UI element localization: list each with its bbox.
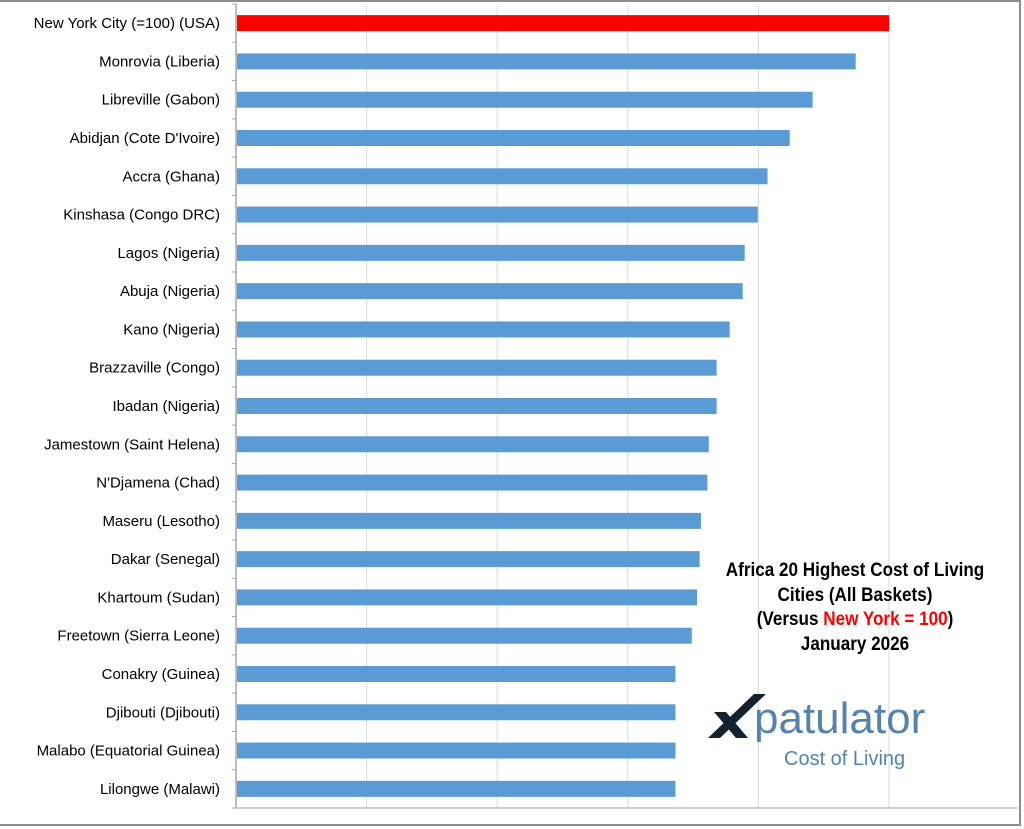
category-label: Ibadan (Nigeria) <box>112 398 220 415</box>
bar-10 <box>237 398 717 414</box>
category-label: Freetown (Sierra Leone) <box>57 628 220 645</box>
logo-word: patulator <box>754 694 926 743</box>
bar-9 <box>237 359 717 376</box>
category-label: N'Djamena (Chad) <box>96 475 220 492</box>
bar-14 <box>237 551 700 568</box>
bar-3 <box>237 130 790 146</box>
category-label: Khartoum (Sudan) <box>97 589 220 606</box>
category-label: Jamestown (Saint Helena) <box>44 436 220 453</box>
category-label: Dakar (Senegal) <box>111 551 220 568</box>
bar-12 <box>237 474 708 491</box>
category-label: Libreville (Gabon) <box>102 92 220 109</box>
title-line-3: (Versus New York = 100) <box>756 609 954 630</box>
category-label: Kinshasa (Congo DRC) <box>63 207 220 224</box>
bar-20 <box>237 780 676 797</box>
x-logo-icon <box>708 694 766 738</box>
bar-7 <box>237 283 743 300</box>
bar-4 <box>237 168 768 185</box>
bar-11 <box>237 436 709 453</box>
bar-15 <box>237 589 698 606</box>
bar-0 <box>237 15 889 32</box>
title-line-1: Africa 20 Highest Cost of Living <box>725 560 985 581</box>
bar-8 <box>237 321 730 338</box>
category-label: Brazzaville (Congo) <box>89 360 220 377</box>
category-label: Djibouti (Djibouti) <box>106 704 220 721</box>
bar-1 <box>237 53 856 70</box>
category-label: Lilongwe (Malawi) <box>100 781 220 798</box>
title-line-2: Cities (All Baskets) <box>777 584 933 606</box>
bar-6 <box>237 244 745 261</box>
category-label: Abuja (Nigeria) <box>120 283 220 300</box>
category-label: Maseru (Lesotho) <box>102 513 220 530</box>
title-date: January 2026 <box>800 633 910 655</box>
logo-subtitle: Cost of Living <box>784 748 906 770</box>
category-label: Conakry (Guinea) <box>102 666 220 683</box>
bar-16 <box>237 627 692 644</box>
category-label: Accra (Ghana) <box>122 168 220 185</box>
bar-17 <box>237 666 676 682</box>
xpatulator-logo: patulator Cost of Living <box>706 688 996 778</box>
category-label: Lagos (Nigeria) <box>117 245 220 262</box>
category-label: Abidjan (Cote D'Ivoire) <box>70 130 220 147</box>
category-label: New York City (=100) (USA) <box>34 15 220 32</box>
bar-18 <box>237 704 676 721</box>
bar-2 <box>237 91 813 108</box>
bar-13 <box>237 512 701 529</box>
bar-5 <box>237 206 758 223</box>
bar-19 <box>237 742 676 759</box>
category-label: Kano (Nigeria) <box>123 321 220 338</box>
chart-title: Africa 20 Highest Cost of Living Cities … <box>707 559 1004 657</box>
category-label: Malabo (Equatorial Guinea) <box>37 743 220 760</box>
category-label: Monrovia (Liberia) <box>99 53 220 70</box>
